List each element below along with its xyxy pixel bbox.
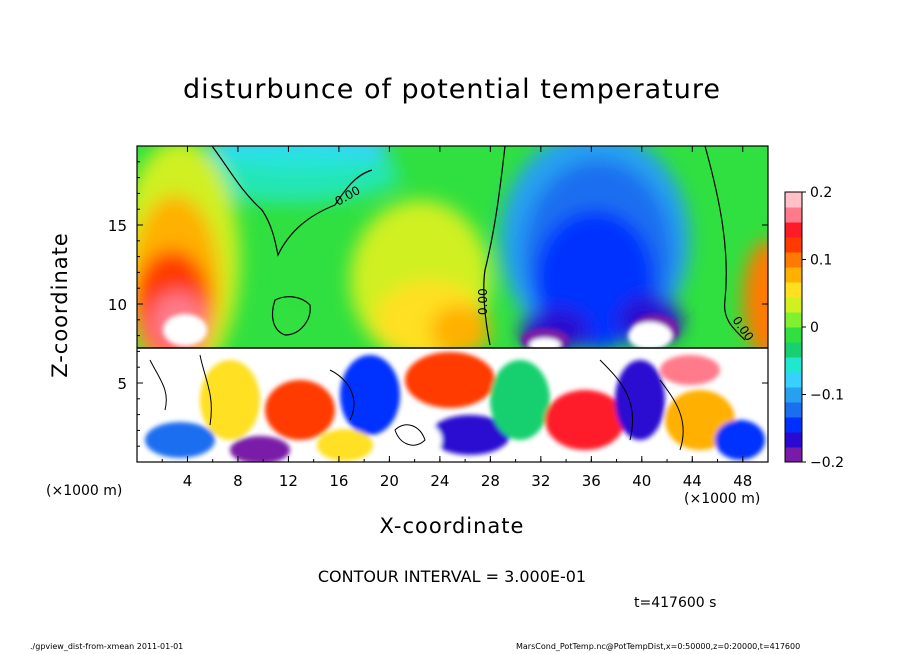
colorbar-swatch: [785, 447, 802, 463]
x-tick-label: 16: [329, 472, 348, 490]
y-tick-label: 5: [117, 375, 127, 393]
zero-contour-middle: [483, 146, 506, 346]
heatmap-field: 0.00 0.00 0.00: [137, 146, 768, 462]
footer-right: MarsCond_PotTemp.nc@PotTempDist,x=0:5000…: [516, 642, 801, 651]
colorbar-labels: 0.2 0.1 0 −0.1 −0.2: [802, 185, 844, 471]
contour-label: 0.00: [476, 288, 490, 315]
chart-title: disturbunce of potential temperature: [183, 74, 721, 105]
x-tick-label: 4: [183, 472, 193, 490]
x-tick-label: 44: [683, 472, 702, 490]
x-unit-label-left: (×1000 m): [46, 483, 123, 499]
colorbar-swatch: [785, 252, 802, 268]
colorbar-swatch: [785, 387, 802, 403]
x-tick-label: 8: [233, 472, 243, 490]
zero-contour-right: [704, 146, 746, 341]
colorbar-swatch: [785, 207, 802, 223]
colorbar-tick-label: 0: [810, 320, 819, 336]
x-tick-label: 20: [380, 472, 399, 490]
zero-contour-island: [271, 296, 311, 336]
y-tick-label: 15: [108, 217, 127, 235]
colorbar-swatch: [785, 357, 802, 373]
colorbar: [784, 191, 803, 463]
y-axis-label: Z-coordinate: [48, 232, 72, 378]
colorbar-swatch: [785, 297, 802, 313]
x-tick-label: 32: [531, 472, 550, 490]
colorbar-swatch: [785, 372, 802, 388]
x-tick-label: 28: [481, 472, 500, 490]
colorbar-swatch: [785, 237, 802, 253]
colorbar-tick-label: −0.1: [810, 388, 844, 404]
colorbar-swatch: [785, 342, 802, 358]
time-stamp: t=417600 s: [634, 595, 717, 611]
x-tick-label: 24: [430, 472, 449, 490]
x-tick-label: 40: [632, 472, 651, 490]
x-unit-label-right: (×1000 m): [684, 491, 761, 507]
colorbar-swatch: [785, 192, 802, 208]
contour-interval-text: CONTOUR INTERVAL = 3.000E-01: [317, 567, 587, 586]
colorbar-swatch: [785, 402, 802, 418]
zero-contour-upper-left: [211, 146, 373, 257]
lower-turbulent-layer: [137, 348, 768, 462]
colorbar-swatch: [785, 432, 802, 448]
contour-lines: [137, 146, 768, 451]
x-axis-ticks: 4 8 12 16 20 24 28 32 36 40 44 48: [161, 146, 752, 490]
x-tick-label: 48: [733, 472, 752, 490]
colorbar-swatch: [785, 222, 802, 238]
colorbar-tick-label: −0.2: [810, 455, 844, 471]
colorbar-swatch: [785, 267, 802, 283]
footer-left: ./gpview_dist-from-xmean 2011-01-01: [30, 642, 184, 651]
colorbar-tick-label: 0.2: [810, 185, 832, 201]
x-tick-label: 12: [279, 472, 298, 490]
x-axis-label: X-coordinate: [379, 514, 525, 538]
colorbar-swatch: [785, 417, 802, 433]
x-tick-label: 36: [582, 472, 601, 490]
cold-warm-caps: [163, 304, 679, 352]
y-tick-label: 10: [108, 296, 127, 314]
y-axis-ticks: 5 10 15: [108, 161, 768, 447]
lower-contours: [149, 354, 684, 451]
colorbar-tick-label: 0.1: [810, 253, 832, 269]
colorbar-swatch: [785, 282, 802, 298]
colorbar-swatch: [785, 312, 802, 328]
colorbar-swatch: [785, 327, 802, 343]
